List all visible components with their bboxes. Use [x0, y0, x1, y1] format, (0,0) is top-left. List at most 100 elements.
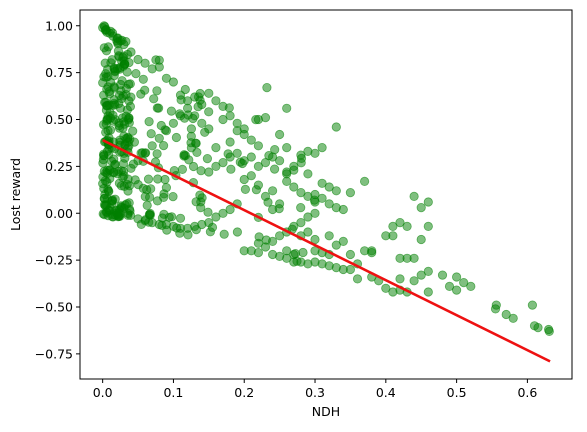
scatter-point [180, 84, 190, 95]
scatter-point [147, 141, 157, 151]
scatter-point [128, 126, 138, 136]
scatter-point [161, 73, 171, 83]
scatter-point [296, 153, 307, 163]
scatter-point [303, 169, 313, 179]
scatter-point [203, 207, 213, 217]
scatter-point [138, 74, 148, 84]
x-tick-label: 0.3 [305, 385, 325, 400]
scatter-point [154, 103, 164, 113]
scatter-point [226, 164, 236, 174]
scatter-point [240, 184, 250, 194]
scatter-point [254, 232, 264, 242]
x-tick-label: 0.6 [517, 385, 537, 400]
scatter-point [120, 59, 130, 69]
scatter-point [501, 309, 511, 320]
scatter-point [290, 249, 300, 259]
scatter-point [225, 137, 235, 147]
scatter-point [282, 103, 292, 113]
scatter-point [204, 107, 214, 117]
scatter-point [133, 54, 143, 65]
scatter-point [211, 212, 221, 222]
scatter-point [331, 262, 341, 273]
scatter-point [289, 182, 299, 192]
scatter-point [527, 300, 538, 310]
y-tick-label: 1.00 [45, 18, 73, 33]
scatter-point [269, 164, 280, 174]
scatter-point [159, 192, 169, 202]
scatter-point [124, 198, 134, 208]
scatter-point [168, 192, 178, 202]
scatter-point [533, 322, 543, 333]
scatter-point [168, 77, 178, 87]
scatter-point [218, 114, 228, 125]
scatter-point [239, 174, 249, 185]
scatter-point [423, 221, 433, 231]
scatter-point [140, 58, 150, 68]
scatter-point [416, 234, 426, 245]
scatter-point [237, 158, 247, 169]
scatter-point [388, 231, 398, 241]
scatter-point [151, 55, 161, 65]
scatter-point [416, 270, 426, 280]
scatter-point [192, 147, 202, 157]
scatter-point [104, 186, 114, 196]
scatter-point [175, 213, 186, 223]
scatter-point [157, 220, 167, 230]
scatter-point [274, 231, 285, 241]
scatter-point [107, 55, 117, 65]
scatter-point [207, 222, 218, 232]
scatter-point [211, 96, 221, 106]
scatter-point [211, 143, 221, 153]
scatter-point [196, 166, 206, 176]
scatter-point [409, 191, 419, 201]
scatter-point [251, 115, 261, 125]
scatter-point [395, 218, 405, 228]
scatter-point [101, 72, 111, 82]
x-axis-label: NDH [312, 404, 340, 419]
scatter-point [223, 149, 233, 159]
scatter-point [331, 186, 341, 196]
scatter-point [183, 230, 193, 240]
scatter-point [183, 110, 193, 120]
scatter-point [152, 86, 162, 96]
y-axis-label: Lost reward [8, 158, 23, 231]
scatter-point [296, 203, 306, 213]
scatter-point [176, 95, 186, 105]
x-tick-label: 0.4 [376, 385, 396, 400]
scatter-point [459, 277, 469, 288]
scatter-point [292, 256, 302, 266]
scatter-point [423, 197, 433, 207]
scatter-point [324, 199, 334, 209]
scatter-point [186, 131, 196, 141]
scatter-point [253, 141, 263, 151]
scatter-point [345, 188, 355, 198]
scatter-point [388, 287, 398, 297]
scatter-point [367, 246, 377, 256]
scatter-point [232, 227, 242, 237]
scatter-point [195, 190, 205, 200]
scatter-point [204, 88, 214, 98]
scatter-point [99, 43, 109, 53]
scatter-point [152, 149, 162, 159]
scatter-point [303, 212, 313, 222]
scatter-point [324, 231, 334, 241]
scatter-point [253, 161, 263, 171]
scatter-point [154, 133, 164, 143]
scatter-point [466, 281, 476, 291]
scatter-point [168, 118, 178, 128]
scatter-point [195, 88, 205, 99]
scatter-point [191, 138, 201, 148]
scatter-point [218, 208, 228, 218]
scatter-point [107, 195, 118, 205]
scatter-point [104, 87, 114, 97]
scatter-point [147, 64, 157, 74]
scatter-point [202, 154, 212, 164]
scatter-point [331, 122, 341, 132]
scatter-point [282, 176, 292, 186]
scatter-point [146, 184, 156, 194]
scatter-point [317, 143, 327, 153]
scatter-point [125, 206, 135, 216]
scatter-point [123, 186, 133, 196]
scatter-point [115, 135, 125, 145]
